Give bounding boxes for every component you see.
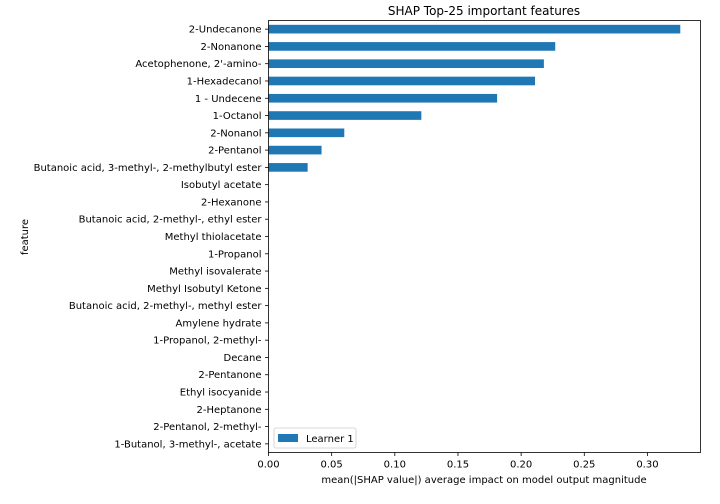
y-tick-label: 1-Propanol, 2-methyl- [153,336,262,347]
bar [268,111,422,120]
y-axis-label: feature [20,219,31,255]
y-tick-label: Butanoic acid, 2-methyl-, methyl ester [69,301,263,312]
legend-label: Learner 1 [306,434,354,445]
x-tick-label: 0.05 [321,460,343,471]
y-tick-label: Amylene hydrate [175,318,261,329]
y-tick-label: 2-Pentanol, 2-methyl- [153,422,262,433]
bar [268,93,498,103]
x-tick-label: 0.30 [636,460,658,471]
y-tick-label: 2-Nonanol [210,128,261,139]
legend: Learner 1 [273,427,357,449]
y-tick-label: 2-Nonanone [201,42,262,53]
bar [268,76,536,86]
y-tick-label: Ethyl isocyanide [180,388,262,399]
plot-frame [268,20,701,453]
x-tick-label: 0.00 [257,460,279,471]
x-tick-label: 0.10 [384,460,406,471]
y-tick-label: 1-Propanol [208,249,262,260]
bar [268,42,556,51]
bar [268,145,322,155]
y-tick-label: Acetophenone, 2'-amino- [135,59,262,70]
bar [268,163,308,172]
y-tick-label: 1-Butanol, 3-methyl-, acetate [114,439,261,450]
x-axis-label: mean(|SHAP value|) average impact on mod… [321,475,646,486]
bars-group [268,24,681,172]
y-tick-label: 2-Undecanone [189,25,262,36]
y-tick-label: Isobutyl acetate [181,180,262,191]
y-tick-label: 1-Hexadecanol [187,76,262,87]
chart-title: SHAP Top-25 important features [388,4,580,18]
y-tick-label: 2-Hexanone [201,197,261,208]
y-tick-labels: 2-Undecanone 2-Nonanone Acetophenone, 2'-… [34,25,269,450]
x-tick-label: 0.25 [573,460,595,471]
x-tick-label: 0.15 [447,460,469,471]
bar [268,59,544,69]
y-tick-label: 1-Octanol [213,111,262,122]
y-tick-label: Methyl Isobutyl Ketone [147,284,261,295]
y-tick-label: 2-Pentanone [198,370,261,381]
legend-swatch [278,434,298,442]
y-tick-label: 2-Pentanol [208,146,261,157]
bar [268,24,681,34]
x-tick-label: 0.20 [510,460,532,471]
y-tick-label: 1 - Undecene [195,94,262,105]
y-tick-label: Methyl thiolacetate [165,232,262,243]
bar [268,128,345,138]
y-tick-label: Decane [224,353,262,364]
y-tick-label: Butanoic acid, 3-methyl-, 2-methylbutyl … [34,163,263,174]
y-tick-label: Methyl isovalerate [169,267,261,278]
y-tick-label: Butanoic acid, 2-methyl-, ethyl ester [79,215,263,226]
legend-box [273,427,357,449]
y-tick-label: 2-Heptanone [197,405,262,416]
x-axis-ticks: 0.00 0.05 0.10 0.15 0.20 0.25 0.30 [257,452,659,471]
